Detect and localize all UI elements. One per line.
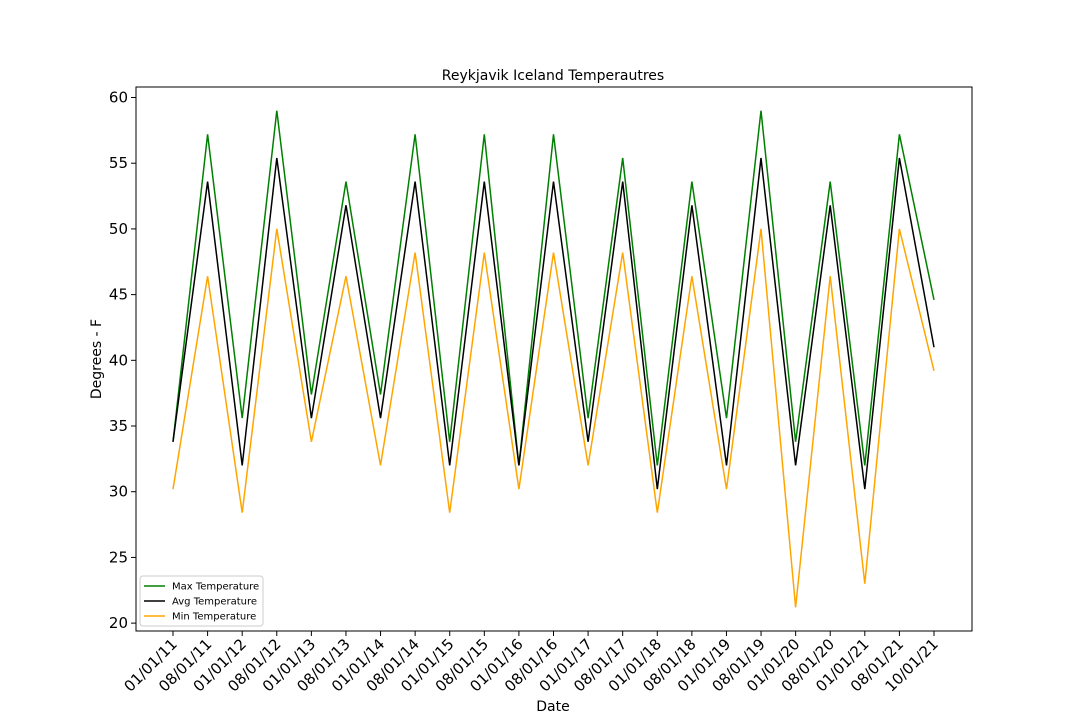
series-line-avg-temperature <box>172 157 935 490</box>
legend-label: Avg Temperature <box>172 597 257 608</box>
x-axis-label: Date <box>536 699 569 715</box>
y-axis-label: Degrees - F <box>89 319 105 399</box>
y-tick-label: 35 <box>109 417 128 435</box>
y-tick-label: 20 <box>109 614 128 632</box>
y-tick-label: 40 <box>109 351 128 369</box>
chart-title: Reykjavik Iceland Temperautres <box>442 68 664 84</box>
y-axis: 20 25 30 35 40 45 50 55 60 <box>109 89 136 632</box>
series-line-min-temperature <box>172 228 935 608</box>
y-tick-label: 45 <box>109 286 128 304</box>
y-tick-label: 60 <box>109 89 128 107</box>
y-tick-label: 50 <box>109 220 128 238</box>
legend-box <box>139 575 264 627</box>
plot-series-group <box>172 110 935 608</box>
y-tick-label: 25 <box>109 548 128 566</box>
y-tick-label: 30 <box>109 483 128 501</box>
x-axis: 01/01/1108/01/1101/01/1208/01/1201/01/13… <box>120 631 942 695</box>
legend-label: Min Temperature <box>172 612 256 623</box>
legend: Max Temperature Avg Temperature Min Temper… <box>139 575 264 627</box>
legend-label: Max Temperature <box>172 582 259 593</box>
y-tick-label: 55 <box>109 154 128 172</box>
series-line-max-temperature <box>172 110 935 466</box>
